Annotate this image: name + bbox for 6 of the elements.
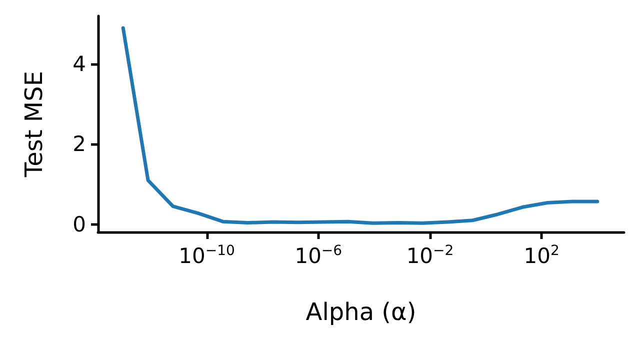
- y-axis-title: Test MSE: [20, 71, 48, 178]
- x-axis-title: Alpha (α): [306, 298, 416, 326]
- y-tick-label: 2: [72, 132, 86, 156]
- y-tick-label: 4: [72, 52, 86, 76]
- line-series: [121, 26, 600, 225]
- y-tick-label: 0: [72, 212, 86, 236]
